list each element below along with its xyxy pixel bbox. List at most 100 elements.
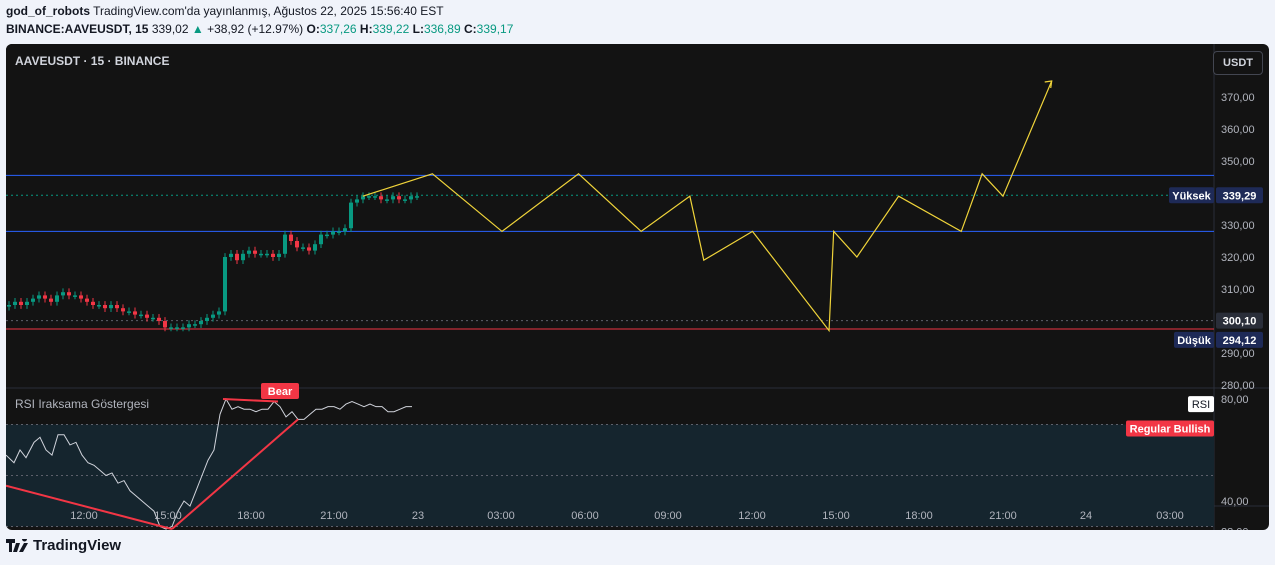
high-tag-bg [1169,187,1214,204]
candle-body [157,317,161,321]
rsi-tag-bg [1188,396,1214,413]
price-tag: 300,10 [1223,316,1257,328]
low-value-tag: 294,12 [1223,335,1257,347]
publish-info: god_of_robots TradingView.com'da yayınla… [6,4,444,18]
rsi-axis-label: 80,00 [1221,394,1249,406]
tradingview-logo-icon [6,539,28,552]
candle-body [91,301,95,305]
time-axis-label: 03:00 [487,510,515,522]
time-axis-label: 18:00 [237,510,265,522]
candle-body [223,257,227,312]
price-tags: Yüksek 339,29 300,10 Düşük 294,12 RSI Regular … [261,187,1263,437]
low-tag: Düşük [1177,335,1212,347]
candle-body [295,241,299,248]
high-value-tag-bg [1216,187,1263,204]
ohlc-line: BINANCE:AAVEUSDT, 15 339,02 ▲ +38,92 (+1… [6,22,513,36]
chart-legend[interactable]: AAVEUSDT · 15 · BINANCE [15,54,170,68]
candle-body [175,327,179,329]
candle-body [307,247,311,251]
candle-body [13,301,17,305]
candle-body [199,321,203,325]
low-label: L: [412,22,424,36]
candle-body [409,196,413,200]
low-value-tag-bg [1216,331,1263,348]
candle-body [367,196,371,198]
candle-body [145,314,149,318]
high-tag: Yüksek [1172,190,1211,202]
up-arrow-icon: ▲ [191,22,204,36]
candle-body [67,292,71,296]
candle-body [289,234,293,241]
rsi-axis-label: 40,00 [1221,496,1249,508]
bullish-divergence-line [171,418,299,530]
candle-body [349,202,353,229]
price-axis-label: 360,00 [1221,124,1255,136]
candle-body [217,311,221,315]
time-axis-label: 12:00 [70,510,98,522]
candle-body [403,199,407,201]
rsi-tag: RSI [1192,399,1210,411]
candle-body [79,295,83,299]
projection-arrow-icon [1044,80,1053,89]
candle-body [97,305,101,307]
candle-body [151,317,155,320]
time-axis-label: 23 [412,510,424,522]
high-value-tag: 339,29 [1223,190,1257,202]
axes: 370,00360,00350,00340,00330,00320,00310,… [70,92,1254,530]
candle-body [73,295,77,297]
candle-body [337,231,341,233]
low-tag-bg [1174,331,1214,348]
projection-polyline [362,80,1053,333]
candle-body [85,298,89,302]
candle-body [283,234,287,254]
candle-body [205,317,209,321]
bear-tag: Bear [268,386,293,398]
candle-body [241,253,245,261]
price-pane-bg [6,44,1214,388]
price-axis-label: 320,00 [1221,252,1255,264]
candle-body [235,253,239,261]
candle-body [133,311,137,315]
candle-body [115,305,119,309]
candle-body [19,301,23,305]
currency-button[interactable]: USDT [1213,51,1263,75]
chart-panel[interactable]: 370,00360,00350,00340,00330,00320,00310,… [6,44,1269,530]
candle-body [229,253,233,257]
time-axis-label: 12:00 [738,510,766,522]
candle-body [373,196,377,198]
regular-bullish-tag: Regular Bullish [1130,424,1211,436]
chart-canvas[interactable]: 370,00360,00350,00340,00330,00320,00310,… [6,44,1269,530]
candle-body [25,301,29,305]
time-axis-label: 21:00 [989,510,1017,522]
time-axis-label: 09:00 [654,510,682,522]
price-axis-label: 310,00 [1221,284,1255,296]
candle-body [169,327,173,329]
candle-body [259,253,263,256]
rsi-pane [6,397,1214,530]
candle-body [343,228,347,232]
close-value: 339,17 [476,22,514,36]
high-value: 339,22 [372,22,410,36]
time-axis-label: 18:00 [905,510,933,522]
candle-body [355,199,359,203]
bear-divergence-line [222,398,279,403]
time-axis-label: 15:00 [154,510,182,522]
candle-body [31,298,35,302]
candle-body [61,292,65,296]
candle-body [415,196,419,198]
price-change: +38,92 (+12.97%) [207,22,304,36]
low-value: 336,89 [423,22,461,36]
author-name[interactable]: god_of_robots [6,4,90,18]
price-axis-label: 280,00 [1221,380,1255,392]
candle-body [271,253,275,257]
candle-body [49,298,53,302]
candle-body [103,305,107,309]
tradingview-logo[interactable]: TradingView [6,537,121,554]
bear-tag-bg [261,383,299,399]
bearish-divergence-line [6,484,173,530]
candle-body [7,305,11,307]
rsi-indicator-title[interactable]: RSI Iraksama Göstergesi [15,397,150,411]
candle-body [109,305,113,309]
candle-body [55,295,59,302]
publish-date: TradingView.com'da yayınlanmış, Ağustos … [93,4,444,18]
